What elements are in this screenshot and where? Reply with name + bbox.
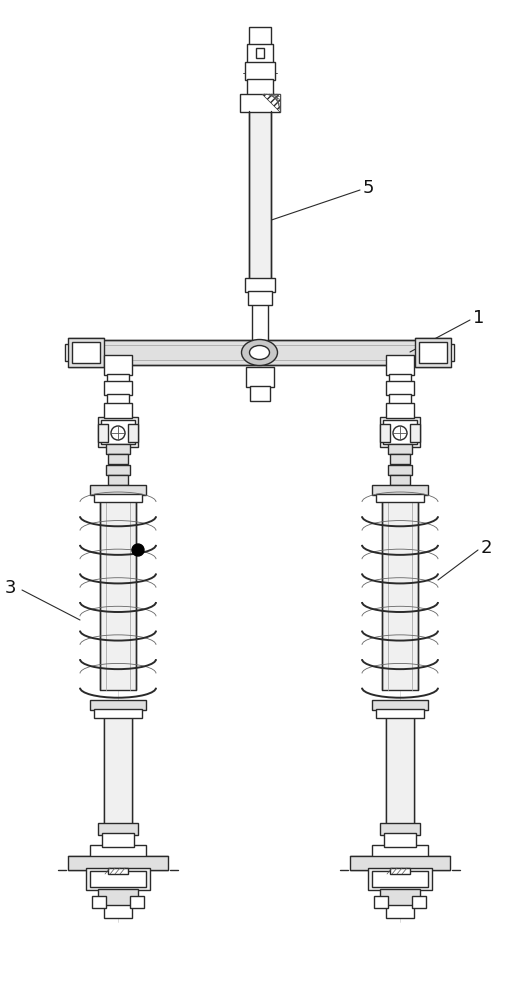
Bar: [388, 444, 412, 454]
Text: 5: 5: [363, 179, 375, 197]
Text: 2: 2: [481, 539, 493, 557]
Bar: [380, 424, 390, 442]
Bar: [374, 896, 388, 908]
Polygon shape: [262, 94, 280, 112]
Bar: [104, 355, 132, 375]
Bar: [248, 291, 271, 305]
Bar: [108, 475, 128, 485]
Bar: [108, 868, 128, 874]
Bar: [100, 500, 136, 690]
Text: 1: 1: [473, 309, 484, 327]
Bar: [106, 444, 130, 454]
Bar: [376, 494, 424, 502]
Bar: [108, 454, 128, 464]
Bar: [389, 394, 411, 404]
Bar: [247, 44, 272, 63]
Bar: [90, 871, 146, 887]
Bar: [255, 48, 264, 58]
Bar: [90, 700, 146, 710]
Bar: [104, 905, 132, 918]
Bar: [386, 403, 414, 418]
Bar: [388, 465, 412, 475]
Bar: [252, 304, 267, 340]
Bar: [98, 417, 138, 447]
Bar: [92, 896, 106, 908]
Bar: [390, 868, 410, 874]
Bar: [98, 889, 138, 906]
Bar: [98, 424, 108, 442]
Bar: [104, 715, 132, 825]
Text: 3: 3: [5, 579, 17, 597]
Bar: [390, 475, 410, 485]
Bar: [386, 905, 414, 918]
Bar: [107, 374, 129, 382]
Bar: [410, 424, 420, 442]
Bar: [86, 868, 150, 890]
Bar: [80, 340, 440, 365]
Bar: [65, 344, 85, 361]
Bar: [372, 700, 428, 710]
Bar: [384, 833, 416, 847]
Bar: [372, 485, 428, 495]
Circle shape: [132, 544, 144, 556]
Bar: [250, 386, 269, 401]
Bar: [386, 381, 414, 395]
Bar: [90, 485, 146, 495]
Bar: [94, 494, 142, 502]
Bar: [101, 420, 135, 444]
Bar: [68, 338, 104, 367]
Bar: [245, 367, 274, 387]
Bar: [419, 342, 447, 363]
Bar: [389, 374, 411, 382]
Ellipse shape: [250, 346, 269, 360]
Bar: [372, 845, 428, 858]
Bar: [68, 856, 168, 870]
Ellipse shape: [241, 340, 278, 365]
Bar: [90, 845, 146, 858]
Bar: [434, 344, 454, 361]
Bar: [107, 394, 129, 404]
Bar: [368, 868, 432, 890]
Bar: [72, 342, 100, 363]
Bar: [130, 896, 144, 908]
Bar: [106, 465, 130, 475]
Bar: [350, 856, 450, 870]
Bar: [412, 896, 426, 908]
Bar: [244, 278, 275, 292]
Bar: [104, 381, 132, 395]
Bar: [380, 889, 420, 906]
Ellipse shape: [111, 426, 125, 440]
Ellipse shape: [393, 426, 407, 440]
Bar: [244, 62, 275, 80]
Bar: [249, 27, 270, 45]
Bar: [383, 420, 417, 444]
Bar: [249, 111, 270, 280]
Bar: [390, 454, 410, 464]
Bar: [372, 871, 428, 887]
Bar: [376, 709, 424, 718]
Bar: [380, 417, 420, 447]
Bar: [104, 403, 132, 418]
Bar: [247, 79, 272, 95]
Bar: [415, 338, 451, 367]
Bar: [102, 833, 134, 847]
Bar: [380, 823, 420, 835]
Bar: [382, 500, 418, 690]
Bar: [239, 94, 280, 112]
Bar: [386, 355, 414, 375]
Bar: [94, 709, 142, 718]
Bar: [98, 823, 138, 835]
Bar: [128, 424, 138, 442]
Bar: [386, 715, 414, 825]
